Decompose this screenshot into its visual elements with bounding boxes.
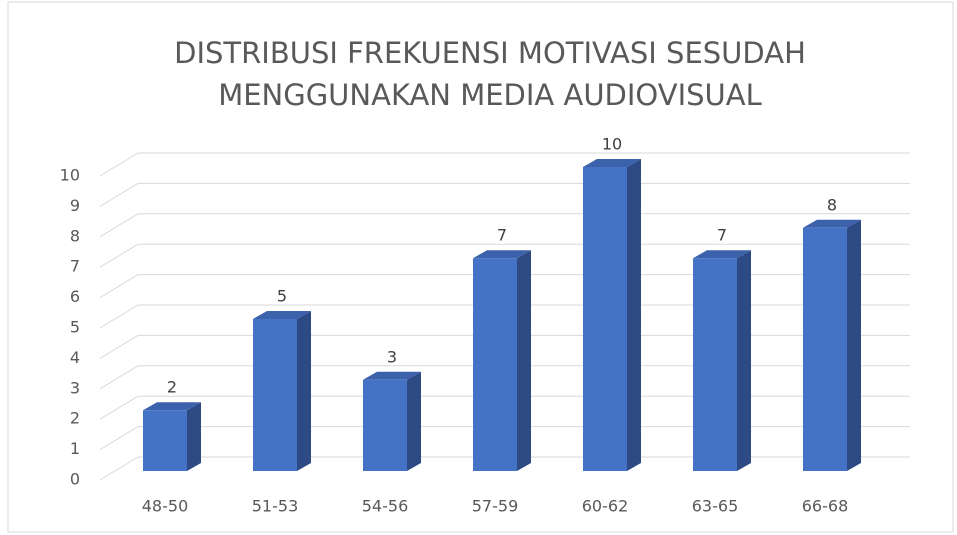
x-tick-label: 57-59	[472, 497, 519, 516]
x-tick-label: 54-56	[362, 497, 409, 516]
bar	[473, 250, 531, 471]
bar-front	[583, 167, 627, 471]
bar-front	[363, 379, 407, 471]
y-tick-label: 0	[70, 470, 80, 489]
grid-line	[99, 426, 910, 451]
bar	[803, 219, 861, 471]
bar-front	[143, 410, 187, 471]
x-tick-label: 63-65	[692, 497, 739, 516]
bar	[363, 371, 421, 471]
x-tick-label: 51-53	[252, 497, 299, 516]
y-tick-label: 3	[70, 378, 80, 397]
grid-line	[99, 456, 910, 481]
y-tick-label: 4	[70, 348, 80, 367]
grid-line	[99, 274, 910, 299]
y-tick-label: 8	[70, 226, 80, 245]
grid-line	[99, 395, 910, 420]
bar	[693, 250, 751, 471]
data-label: 7	[497, 226, 507, 245]
chart-title: DISTRIBUSI FREKUENSI MOTIVASI SESUDAH	[174, 36, 806, 70]
bar-top	[143, 402, 201, 411]
bar-front	[693, 258, 737, 471]
grid-line	[99, 243, 910, 268]
bar	[143, 402, 201, 471]
bar-front	[473, 258, 517, 471]
bar-side	[737, 250, 751, 471]
data-label: 2	[167, 378, 177, 397]
bar-side	[847, 219, 861, 471]
bar-top	[693, 250, 751, 259]
grid-line	[99, 213, 910, 238]
bar-top	[803, 219, 861, 228]
data-label: 3	[387, 347, 397, 366]
y-tick-label: 6	[70, 287, 80, 306]
bar-front	[253, 319, 297, 471]
y-tick-label: 5	[70, 318, 80, 337]
chart-title: MENGGUNAKAN MEDIA AUDIOVISUAL	[218, 78, 762, 112]
x-tick-label: 66-68	[802, 497, 849, 516]
grid-line	[99, 365, 910, 390]
data-label: 10	[602, 135, 622, 154]
y-tick-label: 9	[70, 196, 80, 215]
bar-top	[363, 371, 421, 380]
bar-top	[473, 250, 531, 259]
x-tick-label: 48-50	[142, 497, 189, 516]
grid-line	[99, 182, 910, 207]
grid-line	[99, 152, 910, 177]
bar-top	[583, 159, 641, 167]
bar-side	[627, 159, 641, 471]
x-tick-label: 60-62	[582, 497, 629, 516]
y-tick-label: 1	[70, 439, 80, 458]
bar-side	[517, 250, 531, 471]
y-tick-label: 2	[70, 409, 80, 428]
y-tick-label: 10	[60, 166, 80, 185]
bar-top	[253, 311, 311, 319]
bar-front	[803, 227, 847, 471]
grid-line	[99, 304, 910, 329]
data-label: 8	[827, 195, 837, 214]
bar-side	[407, 371, 421, 471]
data-label: 7	[717, 226, 727, 245]
bar	[253, 311, 311, 471]
bar-side	[297, 311, 311, 471]
y-tick-label: 7	[70, 257, 80, 276]
grid-line	[99, 334, 910, 359]
bar-side	[187, 402, 201, 471]
bar	[583, 159, 641, 471]
data-label: 5	[277, 287, 287, 306]
